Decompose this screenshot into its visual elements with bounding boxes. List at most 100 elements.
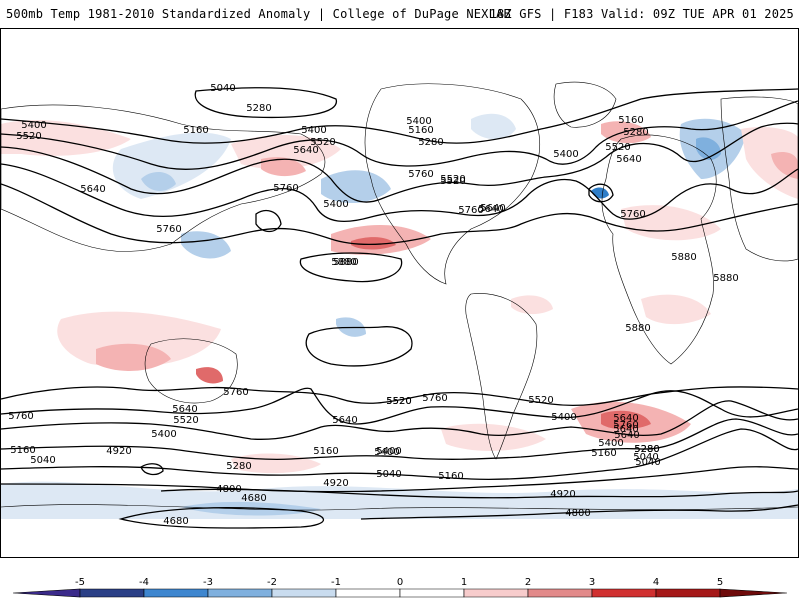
contour-label: 5280	[634, 444, 659, 455]
contour-label: 5760	[8, 411, 33, 422]
contour-label: 5400	[151, 429, 176, 440]
contour-label: 4920	[550, 489, 575, 500]
warm-anomaly-region	[441, 423, 546, 451]
contour-line	[160, 488, 798, 499]
warm-anomaly-region	[196, 367, 223, 384]
contour-label: 5160	[408, 125, 433, 136]
colorbar-swatch	[207, 588, 273, 598]
contour-label: 5400	[406, 116, 431, 127]
warm-anomaly-region	[621, 205, 721, 241]
europe-africa-outline	[601, 134, 717, 365]
warm-anomaly-region	[96, 343, 171, 371]
contour-label: 5760	[422, 393, 447, 404]
warm-anomaly-region	[231, 134, 341, 169]
colorbar-swatch	[719, 588, 788, 598]
contour-line	[1, 163, 798, 222]
colorbar-tick-label: 3	[589, 577, 595, 588]
contour-label: 5520	[440, 174, 465, 185]
contour-line	[1, 122, 798, 203]
contour-line	[1, 100, 798, 170]
contour-line	[194, 87, 337, 119]
contour-label: 5160	[313, 446, 338, 457]
warm-anomaly-region	[351, 237, 396, 250]
contour-label: 5520	[386, 396, 411, 407]
anomaly-map[interactable]: 5040516052805400552056405760588051605280…	[1, 29, 798, 557]
colorbar-tick-label: 0	[397, 577, 403, 588]
cold-anomaly-region	[1, 481, 798, 519]
contour-label: 4800	[216, 484, 241, 495]
contour-label: 5880	[333, 257, 358, 268]
cold-anomaly-region	[321, 170, 391, 204]
warm-anomaly-region	[601, 410, 651, 430]
colorbar-tick-label: -3	[203, 577, 213, 588]
cold-anomaly-region	[591, 187, 609, 199]
colorbar-tick-label: -1	[331, 577, 341, 588]
contour-label: 5640	[613, 413, 638, 424]
colorbar-swatch	[463, 588, 529, 598]
contour-label: 5280	[246, 103, 271, 114]
contour-label: 5880	[625, 323, 650, 334]
contour-label: 5160	[10, 445, 35, 456]
contour-line	[1, 418, 798, 460]
cold-anomaly-region	[471, 113, 516, 140]
contour-label: 5760	[458, 205, 483, 216]
warm-anomaly-region	[741, 126, 798, 199]
contour-line	[255, 210, 282, 233]
contour-label: 4800	[565, 508, 590, 519]
colorbar-swatch	[527, 588, 593, 598]
greenland-outline	[553, 81, 617, 128]
colorbar-swatch	[655, 588, 721, 598]
contour-label: 4680	[241, 493, 266, 504]
contour-label: 5760	[223, 387, 248, 398]
asia-east-outline	[720, 96, 798, 262]
contour-line	[1, 428, 798, 480]
header: 500mb Temp 1981-2010 Standardized Anomal…	[0, 0, 800, 28]
warm-anomaly-region	[601, 121, 651, 144]
contour-line	[588, 183, 614, 203]
contour-label: 5040	[635, 457, 660, 468]
contour-label: 5640	[80, 184, 105, 195]
contour-label: 5400	[374, 447, 399, 458]
contour-label: 5760	[156, 224, 181, 235]
contour-label: 4920	[323, 478, 348, 489]
contour-label: 5640	[613, 424, 638, 435]
contour-label: 5520	[440, 176, 465, 187]
colorbar-swatch	[335, 588, 401, 598]
colorbar-swatch	[399, 588, 465, 598]
contour-label: 5640	[293, 145, 318, 156]
contour-label: 5640	[480, 203, 505, 214]
contour-line	[1, 400, 798, 440]
colorbar-swatches	[12, 588, 788, 598]
contour-label: 5640	[478, 204, 503, 215]
contour-line	[118, 507, 324, 529]
warm-anomaly-region	[511, 295, 553, 315]
colorbar-graphic: -5 -4 -3 -2 -1 0 1 2 3 4 5	[12, 577, 788, 598]
contour-label: 5760	[613, 420, 638, 431]
contour-label: 5520	[528, 395, 553, 406]
colorbar-tick-label: 5	[717, 577, 723, 588]
contour-label: 5760	[620, 209, 645, 220]
colorbar-swatch	[143, 588, 209, 598]
colorbar-ticks: -5 -4 -3 -2 -1 0 1 2 3 4 5	[75, 577, 723, 588]
contour-label: 5040	[210, 83, 235, 94]
contour-label: 5760	[408, 169, 433, 180]
warm-anomaly-region	[261, 157, 306, 177]
contour-label: 5040	[633, 452, 658, 463]
map-panel[interactable]: 5040516052805400552056405760588051605280…	[0, 28, 799, 558]
map-title: 500mb Temp 1981-2010 Standardized Anomal…	[6, 7, 511, 21]
anomaly-shading	[1, 113, 798, 519]
contour-label: 5280	[226, 461, 251, 472]
contour-label: 5160	[591, 448, 616, 459]
contour-label: 5280	[623, 127, 648, 138]
contour-label: 5400	[301, 125, 326, 136]
warm-anomaly-region	[771, 152, 798, 179]
contour-line	[299, 252, 403, 283]
australia-outline	[144, 338, 238, 404]
contour-line	[360, 504, 798, 520]
north-america-outline	[364, 83, 541, 285]
warm-anomaly-region	[641, 294, 711, 325]
contour-label: 5400	[21, 120, 46, 131]
contour-label: 5520	[310, 137, 335, 148]
colorbar-swatch	[79, 588, 145, 598]
south-america-outline	[465, 293, 538, 460]
